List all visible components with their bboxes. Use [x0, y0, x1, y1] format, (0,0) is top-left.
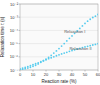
tick-label: 30 — [57, 72, 62, 77]
data-point — [82, 25, 84, 27]
x-axis-label: Reaction rate (%) — [41, 79, 77, 84]
data-point — [58, 48, 60, 50]
data-point — [35, 63, 37, 65]
data-point — [56, 50, 58, 52]
annotation: Relaxation I — [64, 29, 85, 34]
data-point — [63, 52, 65, 54]
y-axis-label: Relaxation time τ (s) — [0, 16, 5, 57]
data-point — [69, 50, 71, 52]
data-point — [53, 52, 55, 54]
data-point — [95, 15, 97, 17]
data-point — [43, 60, 45, 62]
data-point — [66, 40, 68, 42]
data-point — [37, 62, 39, 64]
tick-label: 50 — [83, 72, 88, 77]
grid-line — [20, 30, 98, 31]
data-point — [92, 17, 94, 19]
data-point — [48, 58, 50, 60]
series — [20, 43, 98, 70]
data-point — [84, 22, 86, 24]
data-point — [40, 61, 42, 63]
data-point — [61, 45, 63, 47]
data-point — [30, 65, 32, 67]
data-point — [50, 57, 52, 59]
tick-label: 10⁻⁷ — [10, 68, 19, 73]
data-point — [45, 59, 47, 61]
tick-label: 10 — [31, 72, 36, 77]
tick-label: 20 — [44, 72, 49, 77]
data-point — [97, 43, 98, 45]
data-point — [61, 53, 63, 55]
data-point — [53, 56, 55, 58]
data-point — [43, 60, 45, 62]
data-point — [69, 37, 71, 39]
tick-label: 10⁻⁶ — [10, 54, 19, 59]
data-point — [71, 35, 73, 37]
series — [20, 14, 98, 70]
data-group — [20, 14, 98, 70]
grid-line — [20, 56, 98, 57]
data-point — [97, 14, 98, 16]
data-point — [20, 68, 21, 70]
tick-label: 0 — [19, 72, 22, 77]
data-point — [22, 67, 24, 69]
grid-line — [20, 17, 98, 18]
data-point — [40, 61, 42, 63]
tick-label: 10⁻⁴ — [10, 28, 19, 33]
data-point — [56, 55, 58, 57]
data-point — [63, 43, 65, 45]
data-point — [50, 54, 52, 56]
data-point — [89, 18, 91, 20]
grid-line — [20, 43, 98, 44]
tick-label: 40 — [70, 72, 75, 77]
tick-label: 60 — [96, 72, 100, 77]
data-point — [20, 69, 21, 70]
annotation: Relaxation II — [69, 46, 91, 51]
data-point — [92, 44, 94, 46]
data-point — [87, 20, 89, 22]
tick-label: 10⁻² — [10, 2, 19, 7]
data-point — [32, 65, 34, 67]
chart: 10⁻⁷ 10⁻⁶ 10⁻⁵ 10⁻⁴ 10⁻³ 10⁻² 0 10 20 30 40 50 60 Rel… — [0, 0, 100, 85]
tick-label: 10⁻³ — [10, 15, 19, 20]
data-point — [58, 54, 60, 56]
data-point — [24, 66, 26, 68]
data-point — [45, 58, 47, 60]
data-point — [27, 66, 29, 68]
data-point — [32, 64, 34, 66]
data-point — [95, 43, 97, 45]
plot-frame — [20, 4, 98, 70]
data-point — [30, 66, 32, 68]
plot-area — [20, 4, 98, 70]
tick-label: 10⁻⁵ — [10, 41, 19, 46]
data-point — [66, 51, 68, 53]
